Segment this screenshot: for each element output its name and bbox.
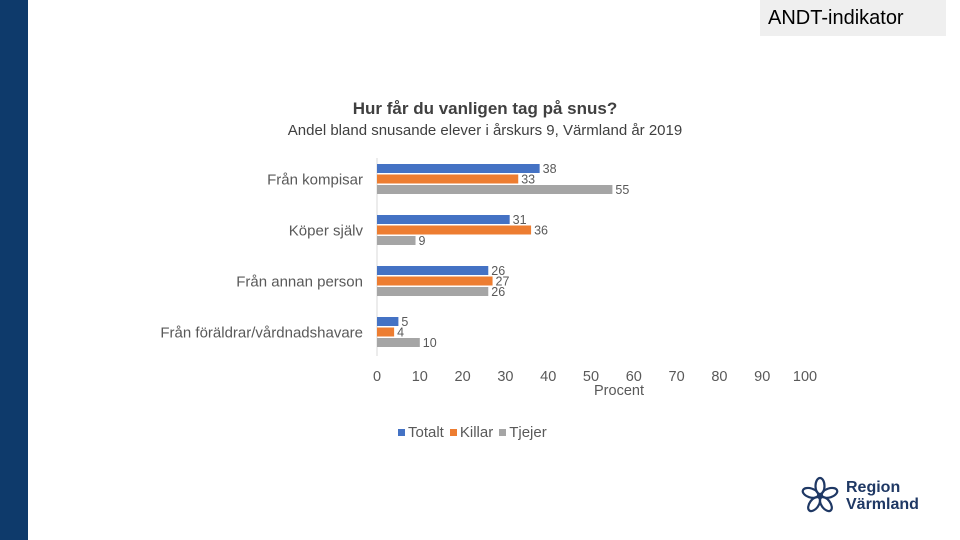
- legend-label-tjejer: Tjejer: [509, 424, 547, 441]
- bar-totalt-3: [377, 317, 399, 326]
- legend-swatch-totalt: [398, 429, 405, 436]
- x-axis-title: Procent: [594, 383, 644, 399]
- x-tick-label-2: 20: [455, 369, 471, 385]
- data-label-tjejer-1: 9: [419, 234, 426, 248]
- data-label-tjejer-3: 10: [423, 336, 437, 350]
- chart-subtitle: Andel bland snusande elever i årskurs 9,…: [287, 122, 683, 139]
- x-tick-label-0: 0: [373, 369, 381, 385]
- category-label-2: Från annan person: [236, 274, 363, 291]
- legend-item-tjejer: Tjejer: [499, 424, 547, 441]
- x-tick-label-6: 60: [626, 369, 642, 385]
- bar-tjejer-1: [377, 236, 416, 245]
- category-label-0: Från kompisar: [267, 172, 363, 189]
- bar-killar-1: [377, 225, 532, 235]
- data-label-totalt-3: 5: [401, 315, 408, 329]
- logo-line1: Region: [846, 479, 901, 496]
- logo-line2: Värmland: [846, 496, 919, 513]
- legend-swatch-tjejer: [499, 429, 507, 436]
- category-label-3: Från föräldrar/vårdnadshavare: [160, 325, 363, 342]
- chart-legend: Totalt Killar Tjejer: [398, 424, 547, 441]
- flower-logo-icon: [801, 476, 839, 513]
- x-tick-label-5: 50: [583, 369, 599, 385]
- x-tick-label-9: 90: [754, 369, 770, 385]
- bar-tjejer-2: [377, 287, 489, 296]
- bar-tjejer-0: [377, 185, 613, 194]
- x-tick-label-10: 100: [793, 369, 817, 385]
- data-label-killar-3: 4: [397, 326, 404, 340]
- data-label-totalt-2: 26: [491, 264, 505, 278]
- bar-totalt-0: [377, 164, 540, 173]
- category-label-1: Köper själv: [289, 223, 364, 240]
- data-label-killar-2: 27: [496, 275, 510, 289]
- side-bar: [0, 0, 28, 540]
- x-tick-label-8: 80: [711, 369, 727, 385]
- data-label-tjejer-2: 26: [491, 285, 505, 299]
- bar-killar-2: [377, 276, 493, 286]
- chart-title: Hur får du vanligen tag på snus?: [352, 99, 618, 118]
- bar-totalt-1: [377, 215, 510, 224]
- x-tick-label-1: 10: [412, 369, 428, 385]
- legend-swatch-killar: [449, 429, 457, 436]
- x-tick-label-4: 40: [540, 369, 556, 385]
- x-tick-label-3: 30: [497, 369, 513, 385]
- bar-totalt-2: [377, 266, 489, 275]
- data-label-killar-0: 33: [521, 173, 535, 187]
- bar-tjejer-3: [377, 338, 420, 347]
- x-tick-label-7: 70: [669, 369, 685, 385]
- data-label-totalt-1: 31: [513, 213, 527, 227]
- legend-label-killar: Killar: [459, 424, 494, 441]
- data-label-tjejer-0: 55: [615, 183, 629, 197]
- indicator-badge: ANDT-indikator: [760, 0, 946, 36]
- legend-item-totalt: Totalt: [398, 424, 444, 441]
- data-label-killar-1: 36: [534, 224, 548, 238]
- legend-label-totalt: Totalt: [408, 424, 444, 441]
- bar-killar-0: [377, 174, 519, 184]
- bar-killar-3: [377, 327, 395, 337]
- data-label-totalt-0: 38: [543, 162, 557, 176]
- legend-item-killar: Killar: [449, 424, 494, 441]
- region-varmland-logo: Region Värmland: [800, 476, 919, 516]
